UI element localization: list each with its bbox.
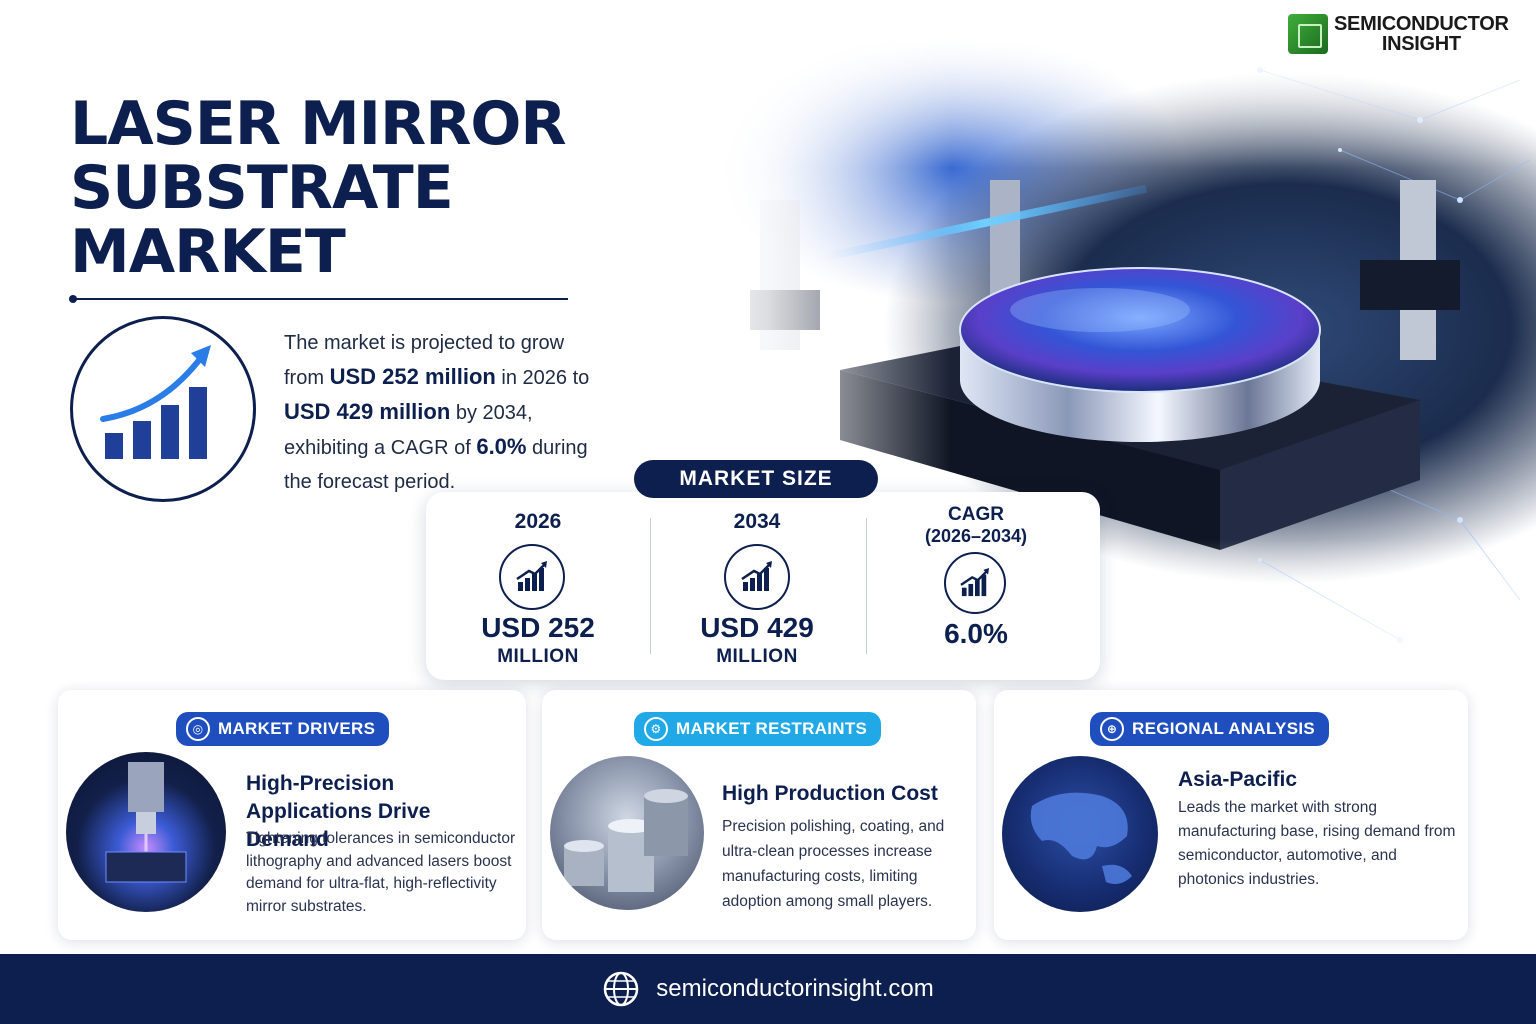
market-restraints-card: ⚙ MARKET RESTRAINTS High Production Cost…	[542, 690, 976, 940]
market-drivers-badge: ◎ MARKET DRIVERS	[176, 712, 390, 746]
brand-name: SEMICONDUCTOR INSIGHT	[1334, 14, 1509, 54]
globe-icon: ⊕	[1100, 717, 1124, 741]
brand-name-line1: SEMICONDUCTOR	[1334, 13, 1509, 35]
summary-cagr: 6.0%	[476, 434, 527, 459]
market-size-unit: MILLION	[716, 646, 798, 667]
globe-icon	[604, 971, 639, 1007]
market-restraints-description: Precision polishing, coating, and ultra-…	[722, 818, 945, 910]
asia-pacific-map-image	[1002, 756, 1158, 912]
market-drivers-card: ◎ MARKET DRIVERS High-Precision Applicat…	[58, 690, 526, 940]
laser-chip-image	[66, 752, 226, 912]
target-icon: ◎	[186, 717, 210, 741]
market-size-card: 2026 USD 252 MILLION 2034 USD 429 MILLIO…	[426, 492, 1100, 680]
market-restraints-title: High Production Cost	[722, 782, 938, 805]
footer: semiconductorinsight.com	[0, 954, 1536, 1024]
market-size-cagr: CAGR (2026–2034) 6.0%	[866, 492, 1086, 680]
cagr-heading: CAGR	[948, 504, 1004, 525]
market-restraints-badge: ⚙ MARKET RESTRAINTS	[634, 712, 882, 746]
growth-chart-icon	[944, 552, 1006, 614]
coin-stack-image	[550, 756, 704, 910]
market-size-2034: 2034 USD 429 MILLION	[644, 492, 870, 680]
page-title: LASER MIRROR SUBSTRATE MARKET	[70, 92, 670, 284]
market-size-year: 2034	[733, 510, 781, 533]
summary-value-2034: USD 429 million	[284, 399, 451, 424]
market-size-value: USD 429	[700, 612, 814, 643]
growth-chart-icon	[499, 544, 565, 610]
market-size-unit: MILLION	[497, 646, 579, 667]
market-size-value: USD 252	[481, 612, 595, 643]
market-summary: The market is projected to grow from USD…	[284, 326, 604, 499]
regional-analysis-label: REGIONAL ANALYSIS	[1132, 719, 1316, 738]
summary-text-4: during the forecast period.	[284, 437, 588, 493]
regional-analysis-badge: ⊕ REGIONAL ANALYSIS	[1090, 712, 1330, 746]
summary-text-3: by 2034, exhibiting a CAGR of	[284, 402, 533, 459]
title-line-3: MARKET	[70, 217, 346, 287]
brand-logo: SEMICONDUCTOR INSIGHT	[1288, 14, 1509, 54]
market-drivers-title: High-Precision Applications Drive Demand	[246, 772, 431, 851]
title-line-2: SUBSTRATE	[70, 153, 454, 223]
market-restraints-label: MARKET RESTRAINTS	[676, 719, 868, 738]
brand-name-line2: INSIGHT	[1381, 33, 1461, 55]
summary-value-2026: USD 252 million	[329, 364, 496, 389]
growth-chart-icon	[724, 544, 790, 610]
summary-text-2: in 2026 to	[495, 367, 590, 389]
column-divider	[650, 518, 651, 654]
chip-icon	[1288, 14, 1328, 54]
regional-analysis-description: Leads the market with strong manufacturi…	[1178, 799, 1456, 888]
summary-text-1: The market is projected to grow from	[284, 332, 565, 389]
market-drivers-label: MARKET DRIVERS	[218, 719, 376, 738]
market-size-year: 2026	[514, 510, 562, 533]
market-size-2026: 2026 USD 252 MILLION	[426, 492, 650, 680]
growth-chart-icon	[70, 316, 256, 502]
title-line-1: LASER MIRROR	[70, 89, 567, 159]
hero-image	[700, 40, 1536, 680]
regional-analysis-title: Asia-Pacific	[1178, 768, 1298, 791]
cagr-period: (2026–2034)	[924, 526, 1028, 546]
market-drivers-description: Tightening tolerances in semiconductor l…	[246, 830, 516, 915]
regional-analysis-card: ⊕ REGIONAL ANALYSIS Asia-Pacific Leads t…	[994, 690, 1468, 940]
website-link[interactable]: semiconductorinsight.com	[656, 975, 934, 1002]
column-divider	[866, 518, 867, 654]
title-divider	[69, 295, 568, 303]
gear-icon: ⚙	[644, 717, 668, 741]
market-size-label: MARKET SIZE	[634, 460, 878, 498]
cagr-value: 6.0%	[944, 618, 1008, 649]
